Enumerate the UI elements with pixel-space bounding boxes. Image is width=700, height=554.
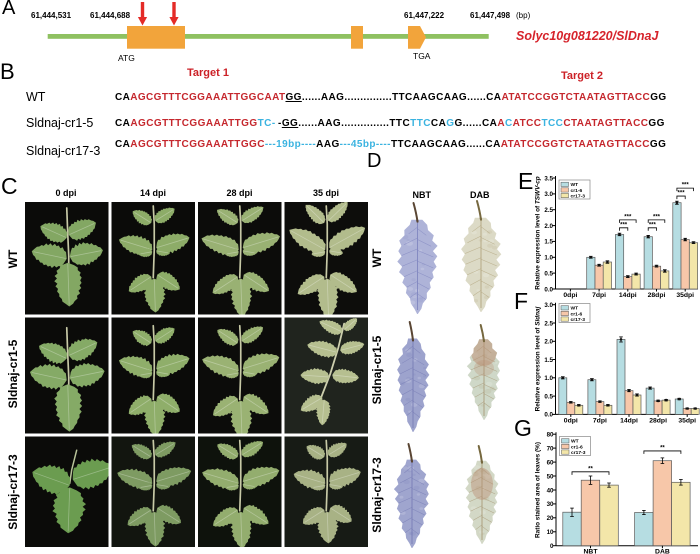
svg-text:80: 80 [547,432,554,439]
svg-text:0dpi: 0dpi [564,417,578,424]
svg-text:***: *** [649,222,657,228]
svg-text:2.0: 2.0 [544,223,553,230]
svg-text:0dpi: 0dpi [563,292,577,299]
svg-text:2.0: 2.0 [544,339,553,346]
svg-text:***: *** [682,183,690,189]
svg-text:cr17-3: cr17-3 [571,450,586,456]
svg-text:***: *** [624,214,632,220]
svg-text:60: 60 [547,459,554,466]
svg-text:0.0: 0.0 [544,412,553,419]
svg-text:0: 0 [550,543,554,550]
svg-text:**: ** [660,445,665,451]
svg-text:1.5: 1.5 [544,357,553,364]
svg-text:35dpi: 35dpi [678,417,696,424]
svg-text:1.0: 1.0 [544,255,553,262]
svg-text:14dpi: 14dpi [619,292,637,299]
svg-text:DAB: DAB [655,549,670,554]
svg-text:7dpi: 7dpi [593,417,607,424]
svg-text:20: 20 [547,515,554,522]
svg-text:40: 40 [547,487,554,494]
svg-text:***: *** [620,222,628,228]
svg-text:0.5: 0.5 [544,393,553,400]
svg-text:28dpi: 28dpi [648,292,666,299]
svg-text:**: ** [588,466,593,472]
svg-text:cr17-3: cr17-3 [571,317,586,323]
svg-text:28dpi: 28dpi [649,417,667,424]
svg-text:30: 30 [547,501,554,508]
svg-text:cr1-6: cr1-6 [571,188,583,194]
svg-text:3.5: 3.5 [544,175,553,182]
svg-text:***: *** [678,191,686,197]
svg-text:7dpi: 7dpi [592,292,606,299]
svg-text:WT: WT [571,439,579,445]
svg-text:10: 10 [547,529,554,536]
svg-text:2.5: 2.5 [544,320,553,327]
svg-text:cr1-6: cr1-6 [571,311,583,317]
svg-text:3.0: 3.0 [544,191,553,198]
svg-text:35dpi: 35dpi [676,292,694,299]
svg-text:NBT: NBT [584,549,599,554]
svg-text:Relative expression level of T: Relative expression level of TSWV-cp [535,176,542,290]
svg-text:WT: WT [571,306,579,312]
svg-text:Relative expression level of S: Relative expression level of Sldnaj [535,306,542,411]
svg-text:***: *** [653,214,661,220]
svg-text:cr17-3: cr17-3 [571,193,586,199]
svg-text:Ratio stained area of leaves: Ratio stained area of leaves (%) [535,442,542,538]
svg-text:50: 50 [547,473,554,480]
svg-text:70: 70 [547,445,554,452]
svg-text:0.5: 0.5 [544,270,553,277]
svg-text:14dpi: 14dpi [620,417,638,424]
svg-text:2.5: 2.5 [544,207,553,214]
svg-text:WT: WT [571,182,579,188]
svg-text:0.0: 0.0 [544,286,553,293]
svg-text:3.0: 3.0 [544,302,553,309]
svg-text:cr1-6: cr1-6 [571,444,583,450]
svg-text:1.5: 1.5 [544,239,553,246]
svg-text:1.0: 1.0 [544,375,553,382]
